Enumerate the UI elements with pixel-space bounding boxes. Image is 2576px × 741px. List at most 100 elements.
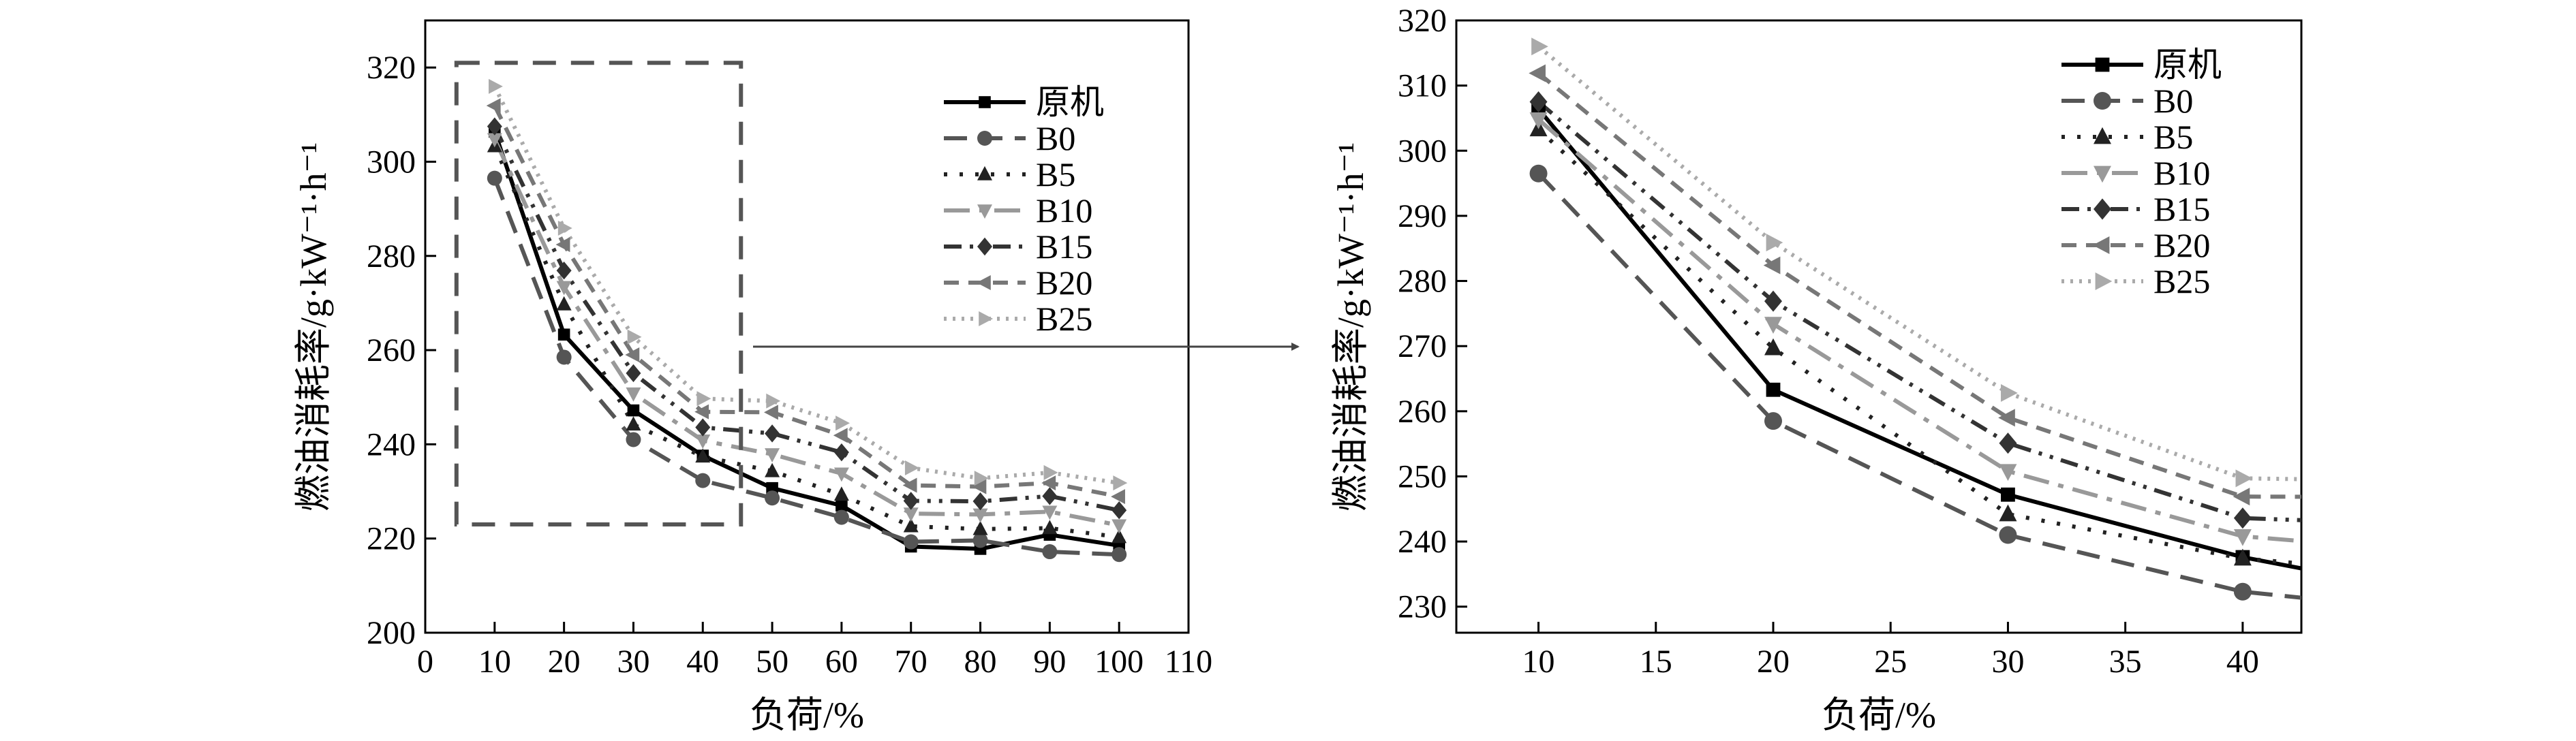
data-point-B10 <box>1764 317 1782 334</box>
data-point-B5 <box>1042 520 1058 535</box>
y-tick-label: 290 <box>1398 198 1447 234</box>
data-point-B0 <box>695 473 711 488</box>
data-point-B15 <box>1042 487 1058 505</box>
x-tick-label: 30 <box>617 644 649 680</box>
legend-label-B5: B5 <box>2153 118 2193 156</box>
legend-label-原机: 原机 <box>2153 46 2222 84</box>
data-point-B0 <box>1042 544 1058 560</box>
data-point-原机 <box>627 404 640 417</box>
data-point-B20 <box>1111 489 1125 505</box>
left-plot-frame <box>424 19 1190 634</box>
x-tick-label: 100 <box>1094 644 1144 680</box>
data-point-B15 <box>903 492 919 510</box>
y-tick-label: 310 <box>1398 68 1447 104</box>
legend-marker-B20 <box>976 275 991 290</box>
y-tick-label: 320 <box>1398 3 1447 39</box>
legend-label-B20: B20 <box>2153 226 2210 264</box>
x-tick-label: 20 <box>1757 644 1790 680</box>
data-point-B25 <box>904 460 919 475</box>
data-point-B5 <box>833 486 849 501</box>
legend-marker-B5 <box>977 165 992 180</box>
data-point-B20 <box>902 477 917 493</box>
data-point-B10 <box>1529 112 1548 129</box>
data-point-B5 <box>2233 548 2252 566</box>
data-point-B0 <box>1764 412 1782 430</box>
y-tick-label: 280 <box>367 238 416 274</box>
legend-marker-B10 <box>977 204 992 219</box>
x-tick-label: 35 <box>2109 644 2142 680</box>
series-line-B20 <box>1537 72 2301 499</box>
left-zoom-box <box>454 61 743 526</box>
right-y-ticks: 230 240 250 260 270 280 290 300 310 320 <box>1398 3 1467 625</box>
legend-label-B10: B10 <box>2153 154 2210 192</box>
legend-marker-B15 <box>2094 198 2111 220</box>
data-point-B25 <box>1531 37 1548 56</box>
x-tick-label: 40 <box>2226 644 2259 680</box>
data-point-B10 <box>556 281 572 296</box>
legend-marker-B25 <box>2095 272 2113 290</box>
data-point-B5 <box>972 520 988 535</box>
legend-label-B20: B20 <box>1036 264 1092 302</box>
series-line-B0 <box>1537 172 2301 600</box>
y-tick-label: 280 <box>1398 264 1447 300</box>
data-point-原机 <box>835 499 848 512</box>
data-point-B15 <box>2233 507 2252 529</box>
data-point-B15 <box>1764 290 1782 312</box>
y-tick-label: 250 <box>1398 458 1447 494</box>
legend-marker-B20 <box>2092 236 2110 254</box>
data-point-B5 <box>556 296 572 311</box>
data-point-B15 <box>695 418 711 437</box>
legend-label-B0: B0 <box>1036 119 1075 157</box>
data-point-B0 <box>903 534 919 550</box>
x-tick-label: 60 <box>825 644 858 680</box>
data-point-B0 <box>626 432 641 447</box>
left-series-lines <box>492 85 1120 557</box>
legend-label-B25: B25 <box>2153 262 2210 300</box>
data-point-B20 <box>1041 475 1056 491</box>
data-point-B25 <box>627 329 642 345</box>
x-tick-label: 80 <box>964 644 997 680</box>
x-tick-label: 10 <box>1522 644 1555 680</box>
y-tick-label: 320 <box>367 50 416 86</box>
data-point-B15 <box>1111 501 1127 520</box>
right-chart: 10 15 20 25 30 35 40 230 240 250 260 270 280 290 300 3… <box>1330 3 2487 736</box>
data-point-B10 <box>695 435 711 449</box>
x-tick-label: 70 <box>895 644 927 680</box>
data-point-B20 <box>1763 256 1781 274</box>
data-point-B0 <box>1529 164 1548 183</box>
x-tick-label: 50 <box>756 644 788 680</box>
data-point-B10 <box>833 467 849 482</box>
data-point-B0 <box>1999 526 2017 544</box>
data-point-B10 <box>1042 505 1058 520</box>
x-tick-label: 20 <box>548 644 581 680</box>
left-x-axis-title: 负荷/% <box>750 695 864 736</box>
legend-label-B0: B0 <box>2153 82 2193 120</box>
series-line-原机 <box>492 131 1120 551</box>
data-point-B10 <box>2233 529 2252 546</box>
data-point-B15 <box>487 117 502 136</box>
data-point-B0 <box>556 349 572 365</box>
data-point-B25 <box>2470 473 2487 490</box>
data-point-B25 <box>557 220 572 236</box>
data-point-原机 <box>557 328 570 341</box>
data-point-B0 <box>2233 582 2252 601</box>
left-y-axis-title: 燃油消耗率/g·kW⁻¹·h⁻¹ <box>293 142 334 511</box>
data-point-B15 <box>765 424 780 443</box>
right-plot-frame <box>1455 19 2303 634</box>
data-point-B15 <box>1529 91 1548 113</box>
y-tick-label: 270 <box>1398 328 1447 364</box>
legend-marker-原机 <box>2095 57 2110 72</box>
data-point-B20 <box>972 479 987 494</box>
data-point-B15 <box>833 443 849 462</box>
right-series-markers <box>1529 37 2487 601</box>
y-tick-label: 200 <box>367 615 416 651</box>
right-x-ticks: 10 15 20 25 30 35 40 <box>1522 622 2259 680</box>
data-point-B20 <box>2233 488 2250 506</box>
legend-marker-B15 <box>977 237 992 256</box>
data-point-B5 <box>1999 504 2017 522</box>
legend-label-B15: B15 <box>1036 227 1092 266</box>
x-tick-label: 10 <box>478 644 511 680</box>
x-tick-label: 40 <box>686 644 719 680</box>
